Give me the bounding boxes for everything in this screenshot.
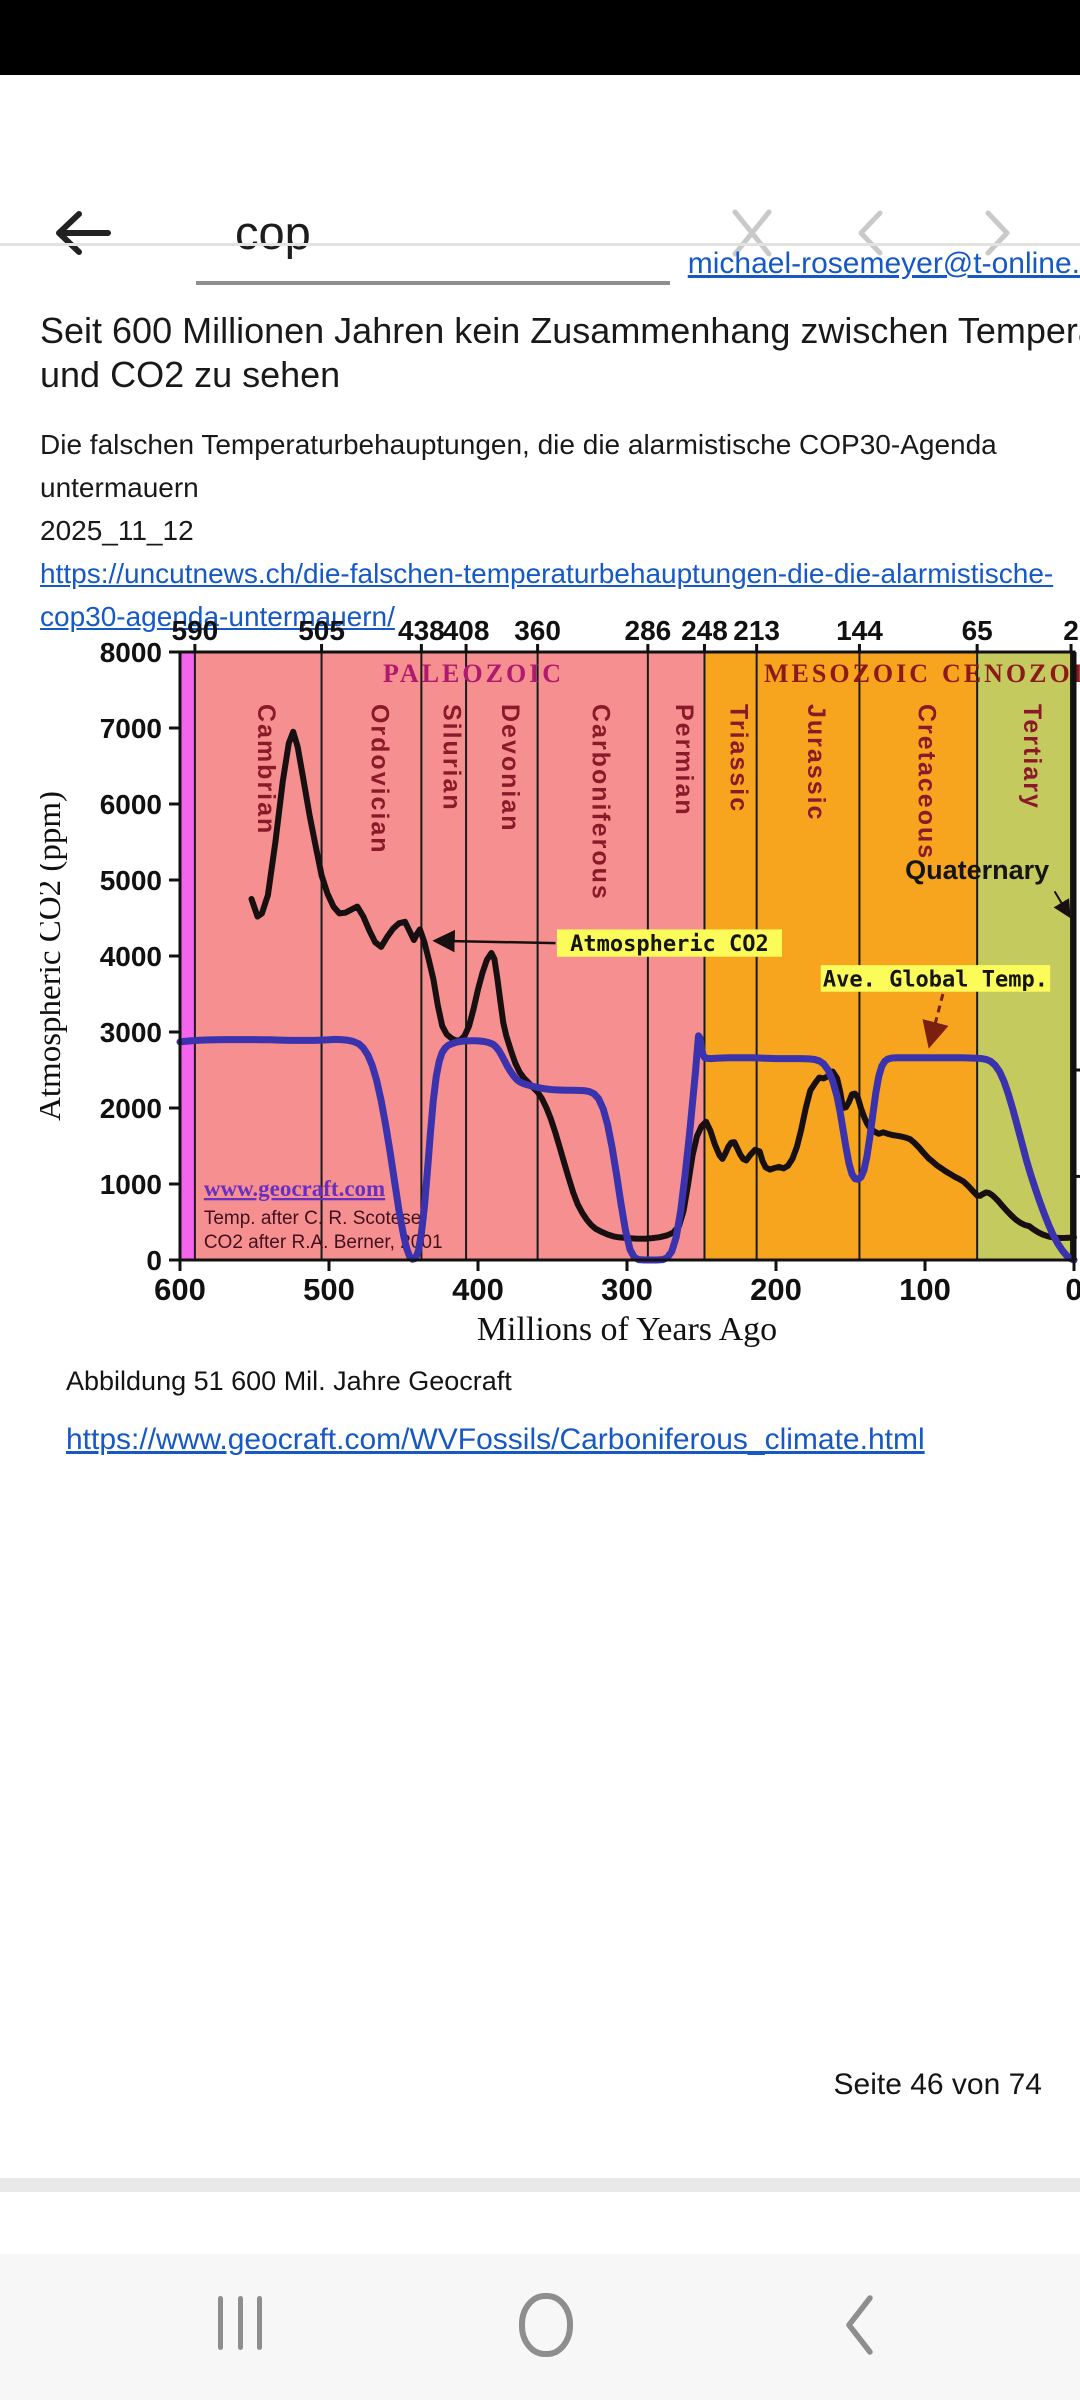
toolbar-divider: [0, 243, 1080, 246]
period-label-cretaceous: Cretaceous: [912, 704, 940, 860]
y-tick-label: 0: [146, 1245, 162, 1276]
recent-apps-icon[interactable]: [218, 2296, 262, 2352]
x-tick-label: 300: [601, 1272, 653, 1307]
watermark-credit1: Temp. after C. R. Scotese: [204, 1208, 422, 1229]
annotation-text: Ave. Global Temp.: [823, 967, 1048, 992]
watermark-credit2: CO2 after R.A. Berner, 2001: [204, 1232, 443, 1253]
boundary-age-label: 144: [836, 618, 883, 646]
document-paragraph: Die falschen Temperaturbehauptungen, die…: [40, 423, 1080, 638]
annotation-box: [556, 929, 782, 957]
y-tick-label: 4000: [100, 941, 162, 972]
period-label-ordovician: Ordovician: [365, 704, 393, 855]
era-label-cenozoic: CENOZOIC: [942, 659, 1080, 688]
quaternary-arrow: [1053, 890, 1071, 919]
annotation-box: [820, 965, 1051, 992]
android-nav-bar: [0, 2254, 1080, 2400]
email-link[interactable]: michael-rosemeyer@t-online.: [687, 247, 1080, 280]
watermark-site: www.geocraft.com: [204, 1176, 385, 1201]
period-label-silurian: Silurian: [438, 704, 466, 812]
document-header: michael-rosemeyer@t-online.: [0, 247, 1080, 281]
heading-line1: Seit 600 Millionen Jahren kein Zusammenh…: [40, 310, 1080, 351]
boundary-age-label: 360: [514, 618, 561, 646]
x-tick-label: 0: [1065, 1272, 1080, 1307]
boundary-age-label: 590: [172, 618, 219, 646]
y-tick-label: 6000: [100, 789, 162, 820]
geocraft-chart-image: 590 505 438 408 360 286 248 213 144 65 2 PALEOZOIC M…: [40, 618, 1080, 1363]
find-toolbar: cop: [0, 75, 1080, 285]
back-icon[interactable]: [845, 2294, 875, 2356]
boundary-age-label: 2: [1063, 618, 1079, 646]
x-tick-label: 400: [452, 1272, 504, 1307]
boundary-age-label: 213: [733, 618, 780, 646]
home-icon[interactable]: [518, 2292, 574, 2358]
y-tick-label: 5000: [100, 865, 162, 896]
search-input-underline: [196, 281, 670, 285]
x-axis-title: Millions of Years Ago: [477, 1311, 777, 1348]
search-input[interactable]: cop: [235, 206, 311, 259]
period-label-triassic: Triassic: [725, 704, 753, 813]
annotation-arrow: [922, 993, 949, 1049]
series-co2: [248, 728, 1077, 1242]
document-heading: Seit 600 Millionen Jahren kein Zusammenh…: [40, 309, 1080, 397]
boundary-age-label: 65: [962, 618, 993, 646]
era-label-mesozoic: MESOZOIC: [764, 659, 931, 688]
date-line: 2025_11_12: [40, 515, 194, 546]
y-tick-label: 1000: [100, 1169, 162, 1200]
status-bar: [0, 0, 1080, 75]
y-tick-label: 2000: [100, 1093, 162, 1124]
clear-x-icon[interactable]: [731, 208, 773, 258]
period-label-tertiary: Tertiary: [1018, 704, 1046, 810]
period-label-jurassic: Jurassic: [802, 704, 830, 821]
geocraft-link-wrap: https://www.geocraft.com/WVFossils/Carbo…: [66, 1423, 925, 1457]
uncutnews-link-line2[interactable]: cop30-agenda-untermauern/: [40, 601, 395, 632]
period-label-cambrian: Cambrian: [252, 704, 280, 835]
y-tick-label: 3000: [100, 1017, 162, 1048]
boundary-age-label: 438: [398, 618, 445, 646]
para-line1: Die falschen Temperaturbehauptungen, die…: [40, 429, 997, 460]
chevron-prev-icon[interactable]: [856, 210, 886, 256]
heading-line2: und CO2 zu sehen: [40, 354, 341, 395]
boundary-age-label: 248: [681, 618, 728, 646]
figure-caption: Abbildung 51 600 Mil. Jahre Geocraft: [66, 1366, 512, 1396]
page-separator: [0, 2178, 1080, 2192]
page-indicator: Seite 46 von 74: [833, 2068, 1043, 2101]
quaternary-label: Quaternary: [905, 855, 1049, 885]
boundary-age-label: 286: [625, 618, 672, 646]
para-line2: untermauern: [40, 472, 199, 503]
x-tick-label: 600: [154, 1272, 206, 1307]
y-tick-label: 8000: [100, 637, 162, 668]
band-precambrian: [180, 652, 195, 1260]
period-label-devonian: Devonian: [496, 704, 524, 833]
geocraft-link[interactable]: https://www.geocraft.com/WVFossils/Carbo…: [66, 1423, 925, 1456]
boundary-age-label: 408: [443, 618, 490, 646]
annotation-text: Atmospheric CO2: [570, 932, 769, 957]
period-label-permian: Permian: [670, 704, 698, 817]
x-tick-label: 200: [750, 1272, 802, 1307]
era-label-paleozoic: PALEOZOIC: [383, 659, 564, 688]
x-tick-label: 500: [303, 1272, 355, 1307]
x-tick-label: 100: [899, 1272, 951, 1307]
y-axis-title: Atmospheric CO2 (ppm): [40, 791, 68, 1121]
y-tick-label: 7000: [100, 713, 162, 744]
period-label-carboniferous: Carboniferous: [587, 704, 615, 901]
boundary-age-label: 505: [298, 618, 345, 646]
uncutnews-link-line1[interactable]: https://uncutnews.ch/die-falschen-temper…: [40, 558, 1054, 589]
chevron-next-icon[interactable]: [982, 210, 1012, 256]
annotation-arrow: [432, 929, 556, 953]
